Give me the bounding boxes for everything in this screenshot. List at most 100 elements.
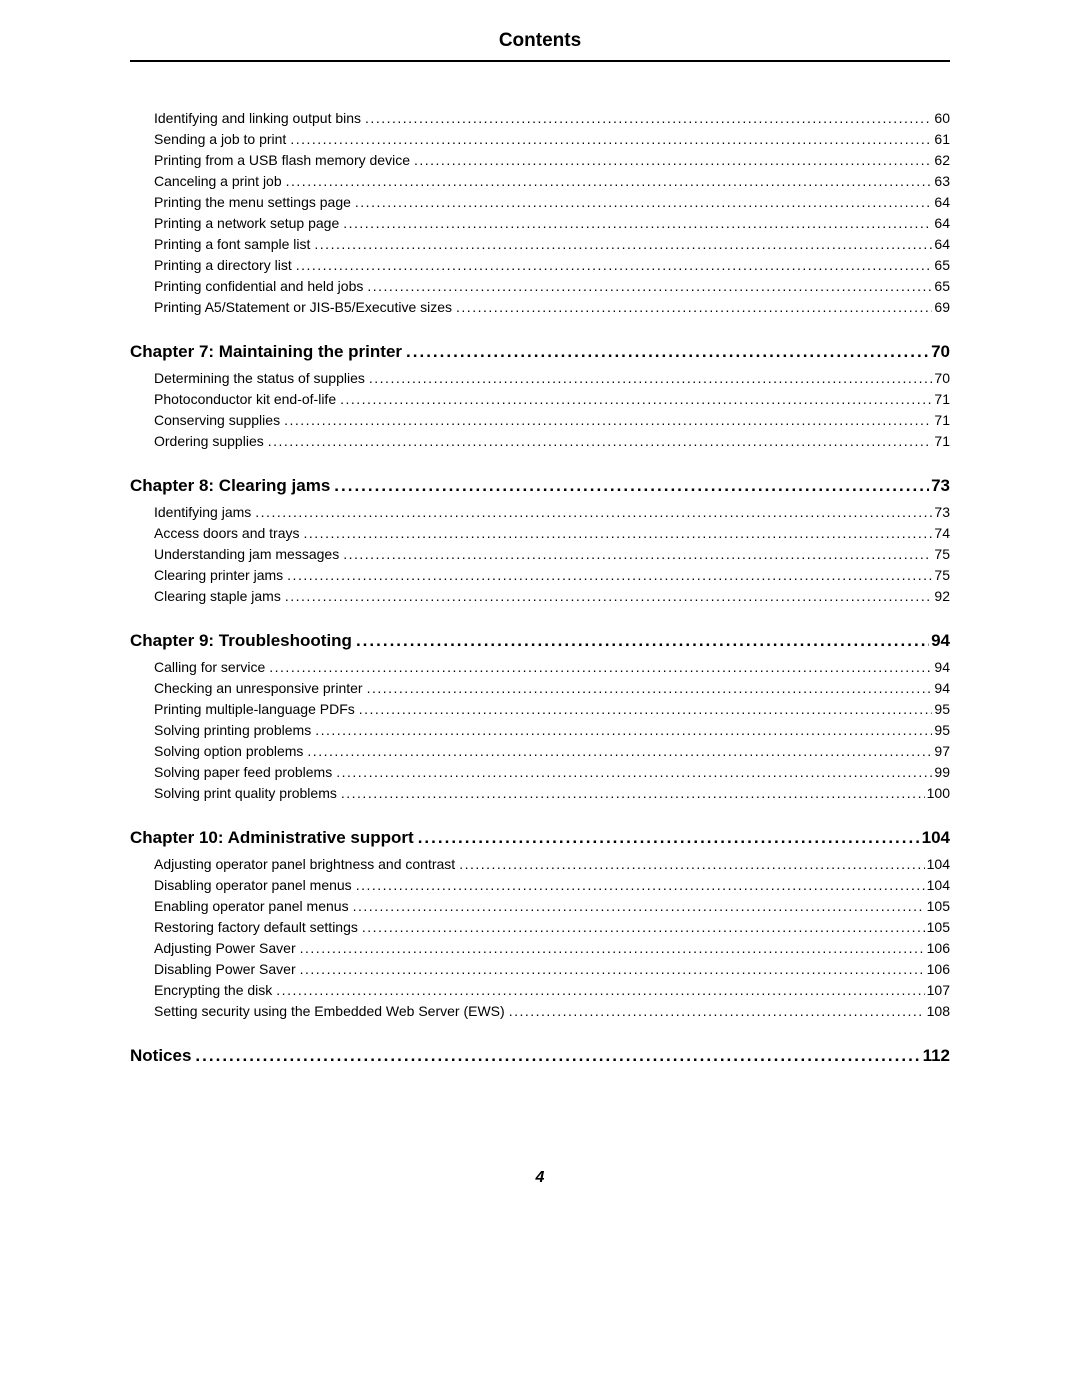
toc-entry-page: 69 xyxy=(932,299,950,315)
toc-entry-page: 94 xyxy=(932,680,950,696)
toc-dot-leader: ........................................… xyxy=(265,659,932,675)
toc-sub-entry[interactable]: Printing a font sample list ............… xyxy=(130,236,950,252)
toc-sub-entry[interactable]: Disabling operator panel menus .........… xyxy=(130,877,950,893)
toc-entry-label: Printing a font sample list xyxy=(154,236,310,252)
toc-chapter-entry[interactable]: Chapter 9: Troubleshooting .............… xyxy=(130,631,950,651)
toc-entry-label: Clearing printer jams xyxy=(154,567,283,583)
toc-entry-page: 62 xyxy=(932,152,950,168)
toc-sub-entry[interactable]: Printing the menu settings page ........… xyxy=(130,194,950,210)
toc-sub-entry[interactable]: Access doors and trays .................… xyxy=(130,525,950,541)
toc-chapter-entry[interactable]: Chapter 7: Maintaining the printer .....… xyxy=(130,342,950,362)
toc-dot-leader: ........................................… xyxy=(281,588,933,604)
page-title: Contents xyxy=(499,30,581,51)
toc-chapter-entry[interactable]: Notices ................................… xyxy=(130,1046,950,1066)
toc-sub-entry[interactable]: Determining the status of supplies .....… xyxy=(130,370,950,386)
toc-dot-leader: ........................................… xyxy=(452,299,932,315)
toc-entry-label: Chapter 10: Administrative support xyxy=(130,828,414,848)
toc-sub-entry[interactable]: Setting security using the Embedded Web … xyxy=(130,1003,950,1019)
toc-sub-entry[interactable]: Canceling a print job ..................… xyxy=(130,173,950,189)
toc-sub-entry[interactable]: Adjusting Power Saver ..................… xyxy=(130,940,950,956)
toc-entry-page: 70 xyxy=(932,370,950,386)
toc-entry-page: 71 xyxy=(932,433,950,449)
toc-entry-page: 94 xyxy=(929,631,950,651)
toc-entry-page: 60 xyxy=(932,110,950,126)
toc-entry-page: 61 xyxy=(932,131,950,147)
toc-chapter-entry[interactable]: Chapter 10: Administrative support .....… xyxy=(130,828,950,848)
toc-sub-entry[interactable]: Enabling operator panel menus ..........… xyxy=(130,898,950,914)
toc-sub-entry[interactable]: Disabling Power Saver ..................… xyxy=(130,961,950,977)
toc-sub-entry[interactable]: Checking an unresponsive printer .......… xyxy=(130,680,950,696)
toc-entry-label: Identifying jams xyxy=(154,504,251,520)
toc-dot-leader: ........................................… xyxy=(355,701,933,717)
toc-entry-page: 112 xyxy=(921,1046,950,1066)
toc-dot-leader: ........................................… xyxy=(191,1046,920,1066)
toc-sub-entry[interactable]: Identifying and linking output bins ....… xyxy=(130,110,950,126)
toc-entry-page: 71 xyxy=(932,391,950,407)
toc-entry-label: Chapter 8: Clearing jams xyxy=(130,476,330,496)
toc-entry-label: Solving option problems xyxy=(154,743,303,759)
toc-sub-entry[interactable]: Understanding jam messages .............… xyxy=(130,546,950,562)
table-of-contents: Identifying and linking output bins ....… xyxy=(130,110,950,1066)
toc-entry-label: Determining the status of supplies xyxy=(154,370,365,386)
toc-sub-entry[interactable]: Printing confidential and held jobs ....… xyxy=(130,278,950,294)
toc-entry-label: Printing the menu settings page xyxy=(154,194,351,210)
toc-entry-page: 107 xyxy=(925,982,950,998)
toc-sub-entry[interactable]: Solving paper feed problems ............… xyxy=(130,764,950,780)
toc-entry-page: 64 xyxy=(932,194,950,210)
toc-entry-page: 74 xyxy=(932,525,950,541)
toc-sub-entry[interactable]: Clearing staple jams ...................… xyxy=(130,588,950,604)
toc-sub-entry[interactable]: Encrypting the disk ....................… xyxy=(130,982,950,998)
toc-chapter-entry[interactable]: Chapter 8: Clearing jams ...............… xyxy=(130,476,950,496)
toc-dot-leader: ........................................… xyxy=(251,504,932,520)
toc-sub-entry[interactable]: Solving print quality problems .........… xyxy=(130,785,950,801)
toc-sub-entry[interactable]: Printing a network setup page ..........… xyxy=(130,215,950,231)
toc-sub-entry[interactable]: Sending a job to print .................… xyxy=(130,131,950,147)
toc-entry-label: Identifying and linking output bins xyxy=(154,110,361,126)
toc-dot-leader: ........................................… xyxy=(286,131,932,147)
toc-dot-leader: ........................................… xyxy=(282,173,933,189)
toc-sub-entry[interactable]: Solving option problems ................… xyxy=(130,743,950,759)
toc-entry-label: Notices xyxy=(130,1046,191,1066)
toc-dot-leader: ........................................… xyxy=(332,764,932,780)
toc-sub-entry[interactable]: Printing A5/Statement or JIS-B5/Executiv… xyxy=(130,299,950,315)
toc-entry-label: Setting security using the Embedded Web … xyxy=(154,1003,505,1019)
toc-dot-leader: ........................................… xyxy=(303,743,932,759)
toc-dot-leader: ........................................… xyxy=(455,856,924,872)
toc-sub-entry[interactable]: Clearing printer jams ..................… xyxy=(130,567,950,583)
toc-sub-entry[interactable]: Solving printing problems ..............… xyxy=(130,722,950,738)
toc-sub-entry[interactable]: Restoring factory default settings .....… xyxy=(130,919,950,935)
toc-sub-entry[interactable]: Conserving supplies ....................… xyxy=(130,412,950,428)
toc-entry-label: Adjusting operator panel brightness and … xyxy=(154,856,455,872)
toc-entry-label: Printing A5/Statement or JIS-B5/Executiv… xyxy=(154,299,452,315)
toc-entry-page: 65 xyxy=(932,257,950,273)
toc-dot-leader: ........................................… xyxy=(365,370,933,386)
toc-dot-leader: ........................................… xyxy=(296,940,925,956)
toc-entry-label: Enabling operator panel menus xyxy=(154,898,349,914)
toc-entry-page: 104 xyxy=(920,828,950,848)
toc-dot-leader: ........................................… xyxy=(296,961,925,977)
toc-sub-entry[interactable]: Calling for service ....................… xyxy=(130,659,950,675)
toc-entry-label: Ordering supplies xyxy=(154,433,264,449)
toc-entry-label: Conserving supplies xyxy=(154,412,280,428)
toc-entry-label: Solving printing problems xyxy=(154,722,311,738)
toc-entry-page: 106 xyxy=(925,961,950,977)
toc-entry-page: 95 xyxy=(932,722,950,738)
toc-dot-leader: ........................................… xyxy=(363,680,933,696)
toc-sub-entry[interactable]: Ordering supplies ......................… xyxy=(130,433,950,449)
toc-sub-entry[interactable]: Printing from a USB flash memory device … xyxy=(130,152,950,168)
toc-sub-entry[interactable]: Printing multiple-language PDFs ........… xyxy=(130,701,950,717)
toc-entry-label: Printing multiple-language PDFs xyxy=(154,701,355,717)
page-content: Contents Identifying and linking output … xyxy=(0,0,1080,1066)
toc-entry-label: Photoconductor kit end-of-life xyxy=(154,391,336,407)
toc-sub-entry[interactable]: Photoconductor kit end-of-life .........… xyxy=(130,391,950,407)
toc-dot-leader: ........................................… xyxy=(272,982,924,998)
toc-dot-leader: ........................................… xyxy=(264,433,933,449)
toc-entry-label: Access doors and trays xyxy=(154,525,300,541)
toc-entry-page: 73 xyxy=(929,476,950,496)
toc-sub-entry[interactable]: Printing a directory list ..............… xyxy=(130,257,950,273)
toc-entry-page: 65 xyxy=(932,278,950,294)
toc-entry-page: 106 xyxy=(925,940,950,956)
toc-sub-entry[interactable]: Adjusting operator panel brightness and … xyxy=(130,856,950,872)
toc-dot-leader: ........................................… xyxy=(352,631,929,651)
toc-sub-entry[interactable]: Identifying jams .......................… xyxy=(130,504,950,520)
